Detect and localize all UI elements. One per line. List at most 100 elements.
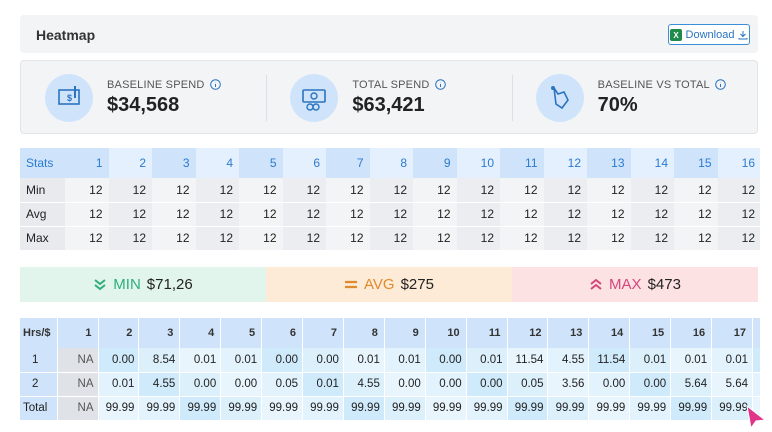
cell: 12 [108,178,152,203]
info-icon [434,79,446,93]
cell: 12 [195,178,239,203]
cell: 0.00 [384,372,426,397]
download-icon [738,30,748,39]
cell: NA [57,396,99,421]
cell: 4.55 [547,348,590,373]
column-header: 14 [630,148,674,178]
cell: 99.99 [343,396,385,421]
header-bar: Heatmap X Download [20,15,758,53]
cell: 5.64 [711,372,753,397]
page-title: Heatmap [36,27,96,43]
cell: 12 [587,202,631,227]
summary-segment: MIN $71,26 [20,267,266,302]
column-header: 6 [282,148,326,178]
cell: 99.99 [425,396,467,421]
cell: 12 [543,202,587,227]
cell: 12 [456,202,500,227]
cell: 5.64 [670,372,713,397]
cell: 99.99 [98,396,140,421]
cell: 99.99 [670,396,713,421]
column-header: 12 [543,148,587,178]
column-header: 13 [587,148,631,178]
cell: 12 [108,202,152,227]
cell: 0.00 [261,348,304,373]
column-header: 1 [65,148,109,178]
column-header: 3 [138,318,181,348]
table-row: Avg 12 12 12 12 12 12 12 12 12 12 12 12 12 12 12 12 [20,202,760,227]
cell: 12 [65,178,109,203]
cell: 0.00 [302,348,344,373]
cell: 12 [369,178,413,203]
cell: 0.05 [507,372,549,397]
kpi-label-row: TOTAL SPEND [352,79,446,93]
summary-bar: MIN $71,26 AVG $275 MAX $473 [20,267,758,302]
column-header: 18 [752,318,760,348]
cell: 12 [65,202,109,227]
cell: 0.00 [425,348,467,373]
cell: 0.00 [425,372,467,397]
cell: 12 [282,202,326,227]
summary-label: MIN [113,276,141,293]
cell: 12 [239,178,283,203]
row-header: 2 [20,372,58,397]
summary-value: $71,26 [146,276,193,293]
cell: 12 [413,202,457,227]
cell: 12 [543,226,587,251]
cell: 11.54 [507,348,549,373]
cell: 0.00 [629,372,672,397]
cell: 12 [282,178,326,203]
column-header: 6 [261,318,304,348]
cell: 99.99 [466,396,508,421]
column-header: 7 [302,318,344,348]
column-header: 15 [629,318,672,348]
cell: 0.01 [179,348,222,373]
table-row: Min 12 12 12 12 12 12 12 12 12 12 12 12 12 12 12 12 [20,178,760,203]
column-header: 8 [343,318,385,348]
cell: 12 [587,178,631,203]
kpi-card: $ BASELINE SPEND $34,568 [21,61,266,133]
cell: 5.64 [752,372,760,397]
column-header: 14 [588,318,631,348]
cell: 12 [152,226,196,251]
cell: 12 [239,226,283,251]
kpi-panel: $ BASELINE SPEND $34,568 TOTAL SPEND $63,421… [20,60,758,134]
stats-table: Stats 1 2 3 4 5 6 7 8 9 10 11 12 13 14 15 16 Min 12 12 12 12 1… [20,148,760,251]
cell: 12 [326,178,370,203]
cell: 12 [282,226,326,251]
cell: 0.01 [302,372,344,397]
kpi-card: TOTAL SPEND $63,421 [266,61,511,133]
cell: 0.01 [752,348,760,373]
download-button[interactable]: X Download [668,24,750,45]
summary-label: MAX [609,276,642,293]
cell: 12 [195,226,239,251]
cell: 12 [456,226,500,251]
column-header: 10 [425,318,467,348]
column-header: 16 [717,148,760,178]
kpi-value: $34,568 [107,94,180,116]
cell: 0.01 [629,348,672,373]
cell: 99.99 [384,396,426,421]
column-header: 10 [456,148,500,178]
summary-icon [93,277,107,292]
cell: 8.54 [138,348,181,373]
cell: 12 [413,226,457,251]
row-header: 1 [20,348,58,373]
column-header: 12 [507,318,549,348]
cell: 0.00 [588,372,631,397]
cell: 99.99 [629,396,672,421]
kpi-label-row: BASELINE VS TOTAL [598,79,726,93]
heatmap-table: Hrs/$1234567891011121314151617181NA0.008… [20,318,760,421]
cell: 12 [630,178,674,203]
cell: 12 [674,202,718,227]
cell: 12 [195,202,239,227]
summary-segment: MAX $473 [512,267,758,302]
column-header: 3 [152,148,196,178]
cell: 99.99 [302,396,344,421]
table-row: Total NA 99.99 99.99 99.99 99.99 99.99 99.99 99.… [20,396,760,421]
cell: 12 [500,178,544,203]
cell: 99.99 [547,396,590,421]
cell: 99.99 [588,396,631,421]
row-header: Min [20,178,65,203]
cell: 0.00 [98,348,140,373]
svg-text:$: $ [67,93,72,103]
